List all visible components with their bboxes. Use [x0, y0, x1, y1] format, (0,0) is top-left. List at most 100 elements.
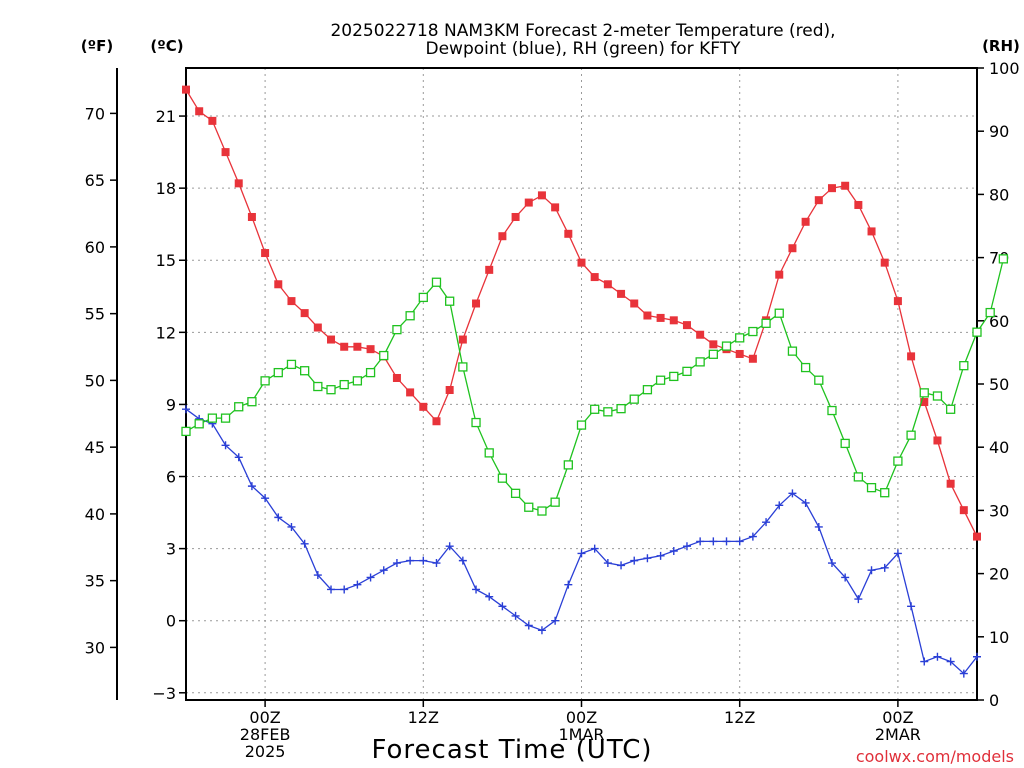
dewpoint-point — [327, 585, 336, 594]
x-tick-label: 12Z — [724, 708, 755, 727]
dewpoint-point — [485, 592, 494, 601]
rh-point — [431, 277, 442, 287]
celsius-tick-label: 21 — [156, 107, 176, 126]
fahrenheit-tick-label: 50 — [85, 371, 105, 390]
rh-point — [642, 385, 653, 395]
temperature-point — [313, 323, 322, 332]
dewpoint-point — [261, 494, 270, 503]
temperature-point — [590, 273, 599, 282]
rh-point — [234, 402, 244, 412]
temperature-point — [551, 203, 560, 212]
dewpoint-point — [656, 551, 665, 560]
rh-point — [932, 391, 943, 401]
temperature-point — [353, 342, 362, 351]
rh-point — [339, 379, 349, 390]
rh-tick-label: 90 — [989, 122, 1009, 141]
rh-point — [866, 482, 877, 493]
dewpoint-point — [472, 585, 481, 594]
celsius-tick-label: 12 — [156, 323, 176, 342]
dewpoint-point — [603, 559, 612, 568]
dewpoint-point — [973, 652, 981, 661]
dewpoint-point — [524, 621, 533, 630]
temperature-point — [603, 280, 612, 289]
temperature-point — [973, 532, 981, 541]
rh-point — [510, 488, 521, 498]
rh-point — [563, 460, 573, 470]
fahrenheit-tick-label: 40 — [85, 505, 105, 524]
temperature-point — [340, 342, 349, 351]
rh-point — [616, 403, 626, 414]
temperature-point — [801, 217, 810, 226]
rh-point — [590, 404, 600, 414]
dewpoint-point — [313, 571, 322, 580]
rh-point — [748, 326, 758, 337]
dewpoint-point — [406, 556, 415, 565]
rh-point — [880, 488, 890, 498]
dewpoint-point — [959, 669, 968, 678]
dewpoint-point — [669, 547, 678, 556]
temperature-point — [485, 265, 494, 274]
dewpoint-point — [590, 544, 599, 553]
rh-point — [998, 254, 1009, 264]
x-tick-label: 12Z — [408, 708, 439, 727]
x-axis-label: Forecast Time (UTC) — [371, 735, 652, 765]
fahrenheit-tick-label: 35 — [85, 572, 105, 591]
temperature-point — [406, 388, 415, 397]
fahrenheit-tick-label: 60 — [85, 238, 105, 257]
dewpoint-point — [722, 537, 731, 546]
temperature-point — [458, 335, 467, 344]
temperature-point — [814, 196, 823, 205]
rh-point — [471, 417, 481, 428]
dewpoint-point — [920, 657, 929, 666]
rh-tick-label: 0 — [989, 691, 999, 710]
dewpoint-point — [762, 518, 771, 527]
rh-point — [458, 362, 468, 372]
rh-tick-label: 80 — [989, 185, 1009, 204]
rh-point — [787, 346, 798, 356]
temperature-point — [854, 200, 863, 209]
rh-point — [814, 375, 824, 385]
celsius-tick-label: 9 — [166, 395, 176, 414]
rh-point — [945, 404, 956, 414]
dewpoint-point — [617, 561, 626, 570]
rh-point — [735, 333, 745, 343]
fahrenheit-unit-label: (ºF) — [81, 37, 113, 55]
dewpoint-point — [827, 559, 836, 568]
rh-point — [959, 361, 969, 371]
dewpoint-point — [221, 441, 230, 450]
series-line-relative-humidity — [185, 258, 1005, 512]
temperature-point — [182, 85, 190, 94]
temperature-point — [524, 198, 533, 207]
celsius-tick-label: 18 — [156, 179, 176, 198]
x-tick-label: 28FEB — [240, 725, 291, 744]
x-tick-label: 00Z — [566, 708, 597, 727]
temperature-point — [234, 179, 243, 188]
x-tick-label: 1MAR — [558, 725, 604, 744]
x-tick-label: 00Z — [249, 708, 280, 727]
dewpoint-point — [709, 537, 718, 546]
temperature-point — [432, 417, 441, 426]
rh-point — [220, 413, 231, 423]
rh-point — [827, 405, 837, 416]
dewpoint-point — [419, 556, 428, 565]
temperature-point — [748, 354, 757, 363]
rh-point — [840, 438, 850, 449]
rh-point — [774, 308, 784, 318]
plot-frame — [185, 67, 978, 701]
dewpoint-point — [300, 539, 309, 548]
rh-point — [181, 426, 191, 437]
temperature-point — [445, 386, 454, 395]
x-tick-label: 2MAR — [875, 725, 921, 744]
rh-point — [669, 371, 679, 382]
temperature-point — [709, 340, 718, 349]
rh-point — [379, 350, 389, 361]
axes — [110, 67, 984, 707]
temperature-point — [656, 313, 665, 322]
temperature-point — [195, 107, 204, 116]
temperature-point — [643, 311, 652, 320]
temperature-point — [907, 352, 916, 361]
rh-tick-label: 10 — [989, 628, 1009, 647]
rh-point — [853, 472, 863, 482]
temperature-point — [498, 232, 507, 241]
celsius-unit-label: (ºC) — [150, 37, 183, 55]
